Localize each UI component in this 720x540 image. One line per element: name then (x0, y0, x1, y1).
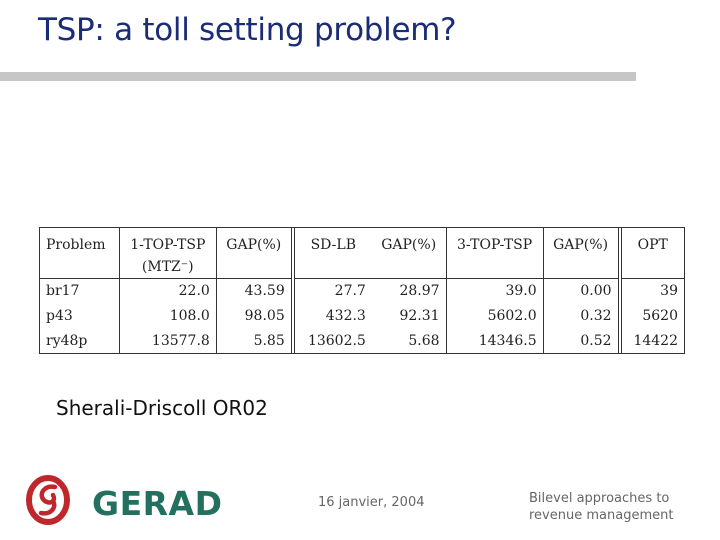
cell-opt: 14422 (633, 332, 678, 349)
cell-sd-lb: 432.3 (325, 308, 366, 324)
header-1-top-tsp: 1-TOP-TSP (MTZ⁻) (119, 228, 217, 279)
table-row: ry48p 13577.8 5.85 13602.5 5.68 14346.5 … (40, 328, 684, 353)
cell-gap-3: 0.00 (543, 278, 622, 304)
table-row: br17 22.0 43.59 27.7 28.97 39.0 0.00 39 (40, 278, 684, 304)
results-table-grid: Problem 1-TOP-TSP (MTZ⁻) GAP(%) SD-LB GA… (40, 228, 684, 353)
cell-gap-1: 5.85 (216, 328, 295, 353)
slide-title: TSP: a toll setting problem? (38, 12, 457, 48)
header-sd-lb: SD-LB (292, 228, 372, 279)
cell-1-top-tsp: 13577.8 (119, 328, 217, 353)
cell-sd-lb: 13602.5 (307, 332, 366, 349)
cell-problem: ry48p (40, 328, 120, 353)
cell-sd-lb: 27.7 (334, 283, 366, 300)
results-table: Problem 1-TOP-TSP (MTZ⁻) GAP(%) SD-LB GA… (39, 227, 685, 354)
gerad-logo-icon (26, 475, 70, 525)
cell-3-top-tsp: 14346.5 (446, 328, 544, 353)
source-citation: Sherali-Driscoll OR02 (56, 396, 268, 420)
header-gap-1: GAP(%) (216, 228, 295, 279)
cell-gap-2: 28.97 (371, 278, 447, 304)
header-1-top-tsp-sublabel: (MTZ⁻) (141, 259, 194, 275)
header-opt: OPT (619, 228, 684, 279)
cell-1-top-tsp: 108.0 (119, 303, 217, 329)
header-problem: Problem (40, 228, 120, 279)
cell-gap-1: 98.05 (216, 303, 295, 329)
cell-gap-3: 0.32 (543, 303, 622, 329)
cell-gap-3: 0.52 (543, 328, 622, 353)
cell-1-top-tsp: 22.0 (119, 278, 217, 304)
footer-date: 16 janvier, 2004 (318, 495, 425, 510)
cell-gap-1: 43.59 (216, 278, 295, 304)
header-1-top-tsp-label: 1-TOP-TSP (130, 237, 206, 253)
cell-opt: 5620 (642, 308, 678, 324)
gerad-logo-text: GERAD (92, 484, 223, 523)
cell-3-top-tsp: 39.0 (446, 278, 544, 304)
cell-opt: 39 (660, 283, 678, 300)
cell-3-top-tsp: 5602.0 (446, 303, 544, 329)
header-3-top-tsp: 3-TOP-TSP (446, 228, 544, 279)
header-gap-3: GAP(%) (543, 228, 622, 279)
title-underline (0, 72, 636, 81)
footer-note-line-1: Bilevel approaches to (529, 491, 670, 506)
header-gap-2: GAP(%) (371, 228, 447, 279)
cell-gap-2: 92.31 (371, 303, 447, 329)
table-row: p43 108.0 98.05 432.3 92.31 5602.0 0.32 … (40, 303, 684, 329)
cell-problem: p43 (40, 303, 120, 329)
cell-gap-2: 5.68 (371, 328, 447, 353)
table-header-row: Problem 1-TOP-TSP (MTZ⁻) GAP(%) SD-LB GA… (40, 228, 684, 279)
cell-problem: br17 (40, 278, 120, 304)
footer-note: Bilevel approaches to revenue management (529, 490, 673, 524)
footer-note-line-2: revenue management (529, 508, 674, 523)
